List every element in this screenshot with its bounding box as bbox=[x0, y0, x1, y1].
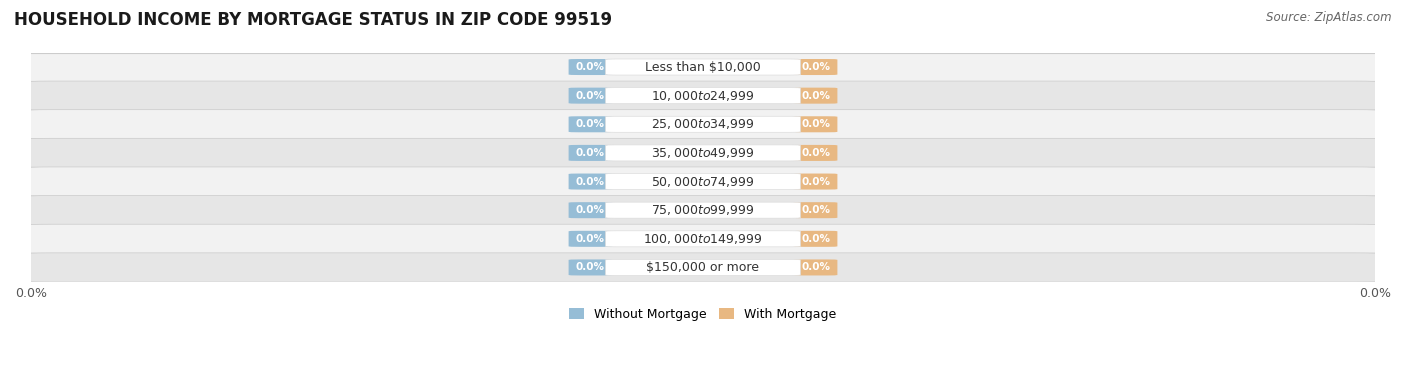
Text: $75,000 to $99,999: $75,000 to $99,999 bbox=[651, 203, 755, 217]
Text: Less than $10,000: Less than $10,000 bbox=[645, 61, 761, 74]
FancyBboxPatch shape bbox=[606, 145, 800, 161]
FancyBboxPatch shape bbox=[794, 231, 838, 247]
FancyBboxPatch shape bbox=[794, 145, 838, 161]
FancyBboxPatch shape bbox=[568, 145, 612, 161]
Text: $35,000 to $49,999: $35,000 to $49,999 bbox=[651, 146, 755, 160]
Text: 0.0%: 0.0% bbox=[576, 262, 605, 273]
FancyBboxPatch shape bbox=[568, 173, 612, 190]
FancyBboxPatch shape bbox=[24, 81, 1382, 110]
Text: 0.0%: 0.0% bbox=[576, 148, 605, 158]
Text: 0.0%: 0.0% bbox=[801, 90, 830, 101]
FancyBboxPatch shape bbox=[794, 87, 838, 104]
Text: Source: ZipAtlas.com: Source: ZipAtlas.com bbox=[1267, 11, 1392, 24]
Text: 0.0%: 0.0% bbox=[576, 176, 605, 187]
Text: 0.0%: 0.0% bbox=[801, 176, 830, 187]
FancyBboxPatch shape bbox=[606, 116, 800, 132]
Text: 0.0%: 0.0% bbox=[801, 148, 830, 158]
Text: $150,000 or more: $150,000 or more bbox=[647, 261, 759, 274]
Text: $50,000 to $74,999: $50,000 to $74,999 bbox=[651, 175, 755, 188]
Text: 0.0%: 0.0% bbox=[801, 262, 830, 273]
FancyBboxPatch shape bbox=[606, 59, 800, 75]
Text: 0.0%: 0.0% bbox=[801, 62, 830, 72]
FancyBboxPatch shape bbox=[24, 110, 1382, 139]
Legend: Without Mortgage, With Mortgage: Without Mortgage, With Mortgage bbox=[564, 303, 842, 326]
FancyBboxPatch shape bbox=[24, 167, 1382, 196]
Text: 0.0%: 0.0% bbox=[576, 90, 605, 101]
FancyBboxPatch shape bbox=[794, 259, 838, 276]
Text: 0.0%: 0.0% bbox=[801, 205, 830, 215]
Text: $25,000 to $34,999: $25,000 to $34,999 bbox=[651, 117, 755, 131]
FancyBboxPatch shape bbox=[568, 202, 612, 218]
FancyBboxPatch shape bbox=[606, 87, 800, 104]
Text: 0.0%: 0.0% bbox=[801, 234, 830, 244]
FancyBboxPatch shape bbox=[794, 116, 838, 132]
FancyBboxPatch shape bbox=[24, 138, 1382, 167]
Text: 0.0%: 0.0% bbox=[576, 234, 605, 244]
FancyBboxPatch shape bbox=[794, 202, 838, 218]
Text: $10,000 to $24,999: $10,000 to $24,999 bbox=[651, 89, 755, 103]
Text: 0.0%: 0.0% bbox=[576, 119, 605, 129]
FancyBboxPatch shape bbox=[794, 173, 838, 190]
FancyBboxPatch shape bbox=[606, 173, 800, 190]
FancyBboxPatch shape bbox=[24, 196, 1382, 225]
Text: HOUSEHOLD INCOME BY MORTGAGE STATUS IN ZIP CODE 99519: HOUSEHOLD INCOME BY MORTGAGE STATUS IN Z… bbox=[14, 11, 612, 29]
FancyBboxPatch shape bbox=[606, 231, 800, 247]
FancyBboxPatch shape bbox=[606, 202, 800, 218]
FancyBboxPatch shape bbox=[568, 59, 612, 75]
FancyBboxPatch shape bbox=[24, 224, 1382, 253]
FancyBboxPatch shape bbox=[24, 253, 1382, 282]
Text: 0.0%: 0.0% bbox=[576, 205, 605, 215]
FancyBboxPatch shape bbox=[568, 259, 612, 276]
Text: 0.0%: 0.0% bbox=[801, 119, 830, 129]
FancyBboxPatch shape bbox=[568, 116, 612, 132]
FancyBboxPatch shape bbox=[568, 87, 612, 104]
Text: 0.0%: 0.0% bbox=[576, 62, 605, 72]
Text: $100,000 to $149,999: $100,000 to $149,999 bbox=[644, 232, 762, 246]
FancyBboxPatch shape bbox=[24, 52, 1382, 81]
FancyBboxPatch shape bbox=[794, 59, 838, 75]
FancyBboxPatch shape bbox=[568, 231, 612, 247]
FancyBboxPatch shape bbox=[606, 259, 800, 276]
